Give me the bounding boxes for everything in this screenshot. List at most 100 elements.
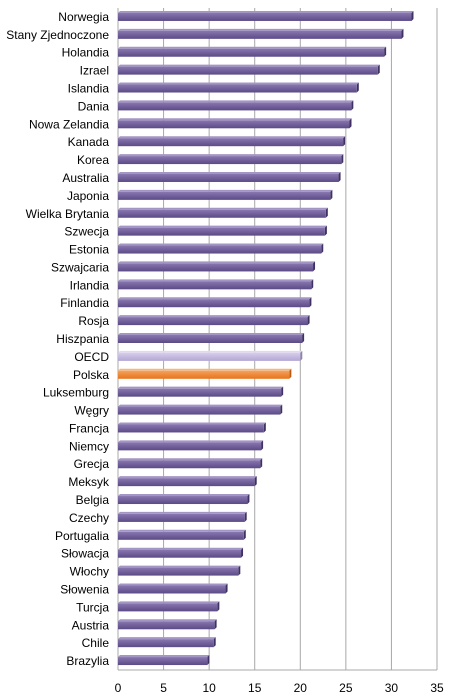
bar-top-face <box>118 601 220 604</box>
category-label: Polska <box>73 368 109 382</box>
category-label: Turcja <box>76 600 109 614</box>
bar-top-face <box>118 225 327 228</box>
bar-top-face <box>118 46 387 49</box>
bar-top-face <box>118 619 217 622</box>
bar-side-face <box>349 118 352 129</box>
bar-australia <box>118 173 339 182</box>
bar-top-face <box>118 422 266 425</box>
category-labels: Norwegia Stany Zjednoczone Holandia Izrael I… <box>6 10 110 668</box>
bar-top-face <box>118 207 328 210</box>
bar-side-face <box>338 171 341 182</box>
bar-side-face <box>324 225 327 236</box>
x-tick-label: 25 <box>339 681 353 695</box>
bar-top-face <box>118 171 341 174</box>
bar-portugalia <box>118 531 244 540</box>
bar-oecd <box>118 352 301 361</box>
bar-izrael <box>118 66 378 75</box>
bar-austria <box>118 621 215 630</box>
bar-top-face <box>118 82 359 85</box>
bar-top-face <box>118 118 352 121</box>
bar-japonia <box>118 191 331 200</box>
bar-top-face <box>118 529 246 532</box>
bar-side-face <box>321 243 324 254</box>
category-label: Izrael <box>80 64 109 78</box>
bar-francja <box>118 424 264 433</box>
bar-side-face <box>213 637 216 648</box>
bar-top-face <box>118 261 316 264</box>
x-tick-label: 35 <box>430 681 444 695</box>
category-label: Meksyk <box>68 475 110 489</box>
category-label: Węgry <box>74 404 109 418</box>
bar-stany-zjednoczone <box>118 30 402 39</box>
bar-luksemburg <box>118 388 282 397</box>
bar-top-face <box>118 386 284 389</box>
bar-słowenia <box>118 585 226 594</box>
category-label: Islandia <box>68 82 110 96</box>
bar-belgia <box>118 496 248 505</box>
bar-top-face <box>118 10 414 13</box>
bar-side-face <box>411 10 414 21</box>
category-label: Kanada <box>68 135 110 149</box>
bar-side-face <box>309 297 312 308</box>
category-label: Austria <box>72 618 110 632</box>
x-tick-label: 0 <box>115 681 122 695</box>
bar-side-face <box>244 511 247 522</box>
category-label: Czechy <box>69 511 109 525</box>
bar-top-face <box>118 637 216 640</box>
bar-side-face <box>263 422 266 433</box>
bar-czechy <box>118 513 245 522</box>
bar-top-face <box>118 279 314 282</box>
bar-side-face <box>302 333 305 343</box>
bar-szwajcaria <box>118 263 314 272</box>
bar-side-face <box>260 458 263 469</box>
bar-holandia <box>118 48 385 57</box>
bar-polska <box>118 370 290 379</box>
bar-side-face <box>241 547 244 558</box>
bar-top-face <box>118 350 303 353</box>
bar-side-face <box>214 619 217 630</box>
category-label: Portugalia <box>55 529 109 543</box>
category-label: Belgia <box>76 493 110 507</box>
x-tick-label: 30 <box>385 681 399 695</box>
category-label: Japonia <box>67 189 109 203</box>
bar-słowacja <box>118 549 242 558</box>
bar-top-face <box>118 189 333 192</box>
category-label: Grecja <box>74 457 110 471</box>
bar-side-face <box>247 494 250 505</box>
bar-side-face <box>330 189 333 200</box>
category-label: Brazylia <box>66 654 109 668</box>
bar-grecja <box>118 460 261 469</box>
bar-wielka-brytania <box>118 209 326 218</box>
bar-estonia <box>118 245 322 254</box>
category-label: Słowenia <box>60 582 109 596</box>
bar-side-face <box>325 207 328 218</box>
bar-top-face <box>118 64 380 67</box>
category-label: Włochy <box>70 565 109 579</box>
category-label: Nowa Zelandia <box>29 117 109 131</box>
bar-side-face <box>207 655 210 666</box>
bar-brazylia <box>118 657 208 666</box>
bar-top-face <box>118 100 354 103</box>
bar-side-face <box>377 64 380 75</box>
bar-turcja <box>118 603 218 612</box>
bar-niemcy <box>118 442 262 451</box>
bar-dania <box>118 102 352 111</box>
bar-top-face <box>118 458 263 461</box>
category-label: Dania <box>78 99 110 113</box>
category-label: Finlandia <box>60 296 109 310</box>
bar-kanada <box>118 138 344 147</box>
bar-włochy <box>118 567 239 576</box>
category-label: Australia <box>62 171 109 185</box>
bar-norwegia <box>118 12 412 21</box>
bars <box>118 10 414 666</box>
category-label: Rosja <box>78 314 109 328</box>
category-label: Korea <box>77 153 109 167</box>
bar-side-face <box>311 279 314 290</box>
x-axis-ticks: 0 5 10 15 20 25 30 35 <box>115 681 444 695</box>
bar-side-face <box>238 565 241 576</box>
category-label: Irlandia <box>70 278 110 292</box>
category-label: Niemcy <box>69 439 109 453</box>
bar-side-face <box>254 476 257 487</box>
bar-top-face <box>118 404 283 407</box>
